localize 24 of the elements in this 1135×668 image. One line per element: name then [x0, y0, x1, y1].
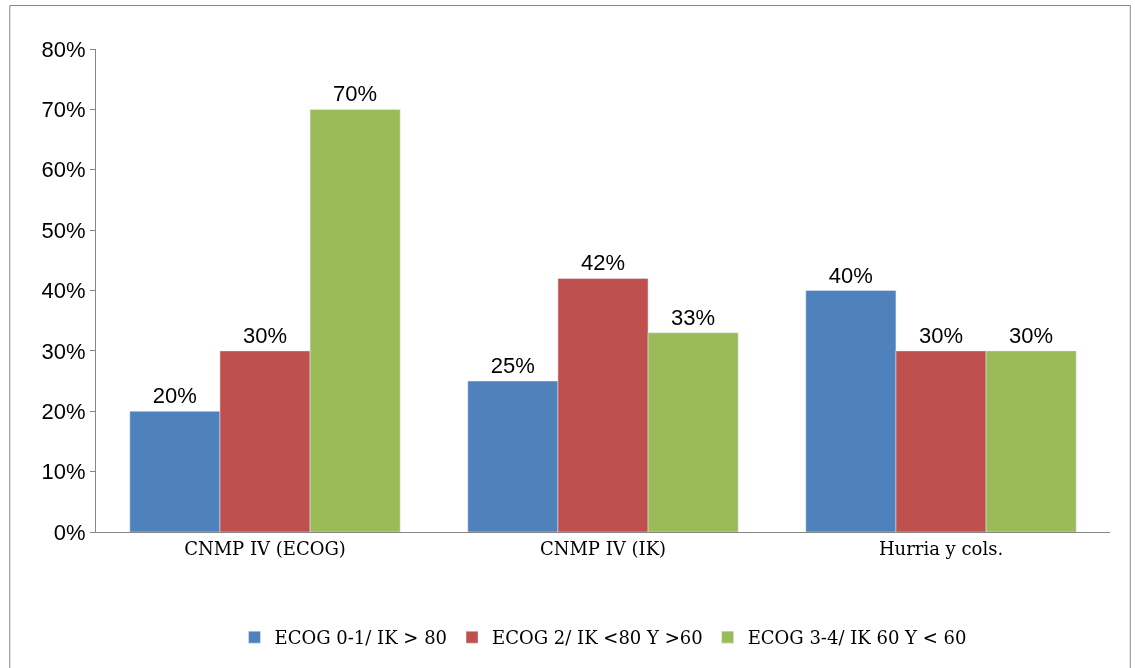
- y-tick-label: 0%: [53, 519, 86, 545]
- x-tick-label: CNMP IV (IK): [539, 537, 667, 559]
- y-tick-label: 80%: [41, 36, 86, 62]
- data-label: 40%: [828, 262, 873, 288]
- data-label: 30%: [918, 322, 964, 348]
- y-tick-label: 70%: [41, 97, 86, 123]
- data-label: 42%: [580, 250, 626, 276]
- y-tick-label: 60%: [41, 157, 86, 183]
- data-label: 30%: [242, 322, 288, 348]
- y-tick-label: 30%: [41, 338, 86, 364]
- y-tick-label: 20%: [41, 398, 86, 424]
- data-label: 70%: [333, 81, 378, 107]
- legend-label: ECOG 2/ IK <80 Y >60: [492, 627, 703, 649]
- data-label: 33%: [671, 304, 716, 330]
- legend-label: ECOG 0-1/ IK > 80: [274, 627, 448, 649]
- data-label: 30%: [1009, 322, 1054, 348]
- y-tick-label: 50%: [41, 217, 86, 243]
- y-tick-label: 10%: [41, 459, 86, 485]
- legend-label: ECOG 3-4/ IK 60 Y < 60: [747, 627, 967, 649]
- x-tick-label: Hurria y cols.: [878, 537, 1004, 559]
- data-label: 25%: [490, 353, 535, 379]
- y-tick-label: 40%: [41, 278, 86, 304]
- x-tick-label: CNMP IV (ECOG): [184, 537, 346, 559]
- data-label: 20%: [152, 383, 197, 409]
